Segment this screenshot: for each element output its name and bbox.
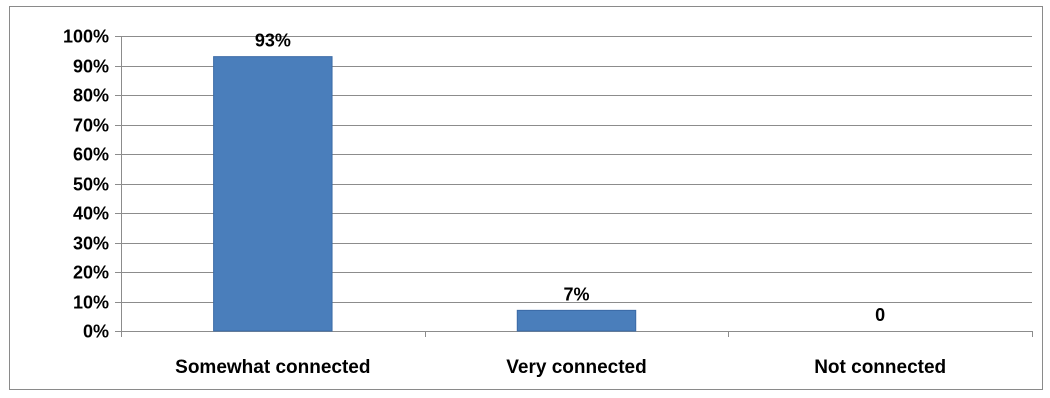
- data-label: 0: [875, 305, 885, 325]
- y-tick-label: 90%: [73, 57, 109, 77]
- y-tick-label: 30%: [73, 234, 109, 254]
- x-category-label: Very connected: [506, 357, 646, 378]
- y-tick-label: 40%: [73, 204, 109, 224]
- x-category-label: Not connected: [814, 357, 946, 378]
- y-tick-label: 80%: [73, 86, 109, 106]
- bar-somewhat-connected: [213, 56, 333, 332]
- data-label: 93%: [255, 31, 291, 51]
- x-category-label: Somewhat connected: [175, 357, 370, 378]
- y-tick-label: 50%: [73, 175, 109, 195]
- y-tick-label: 70%: [73, 116, 109, 136]
- y-tick-label: 100%: [63, 27, 109, 47]
- data-label: 7%: [563, 284, 589, 304]
- y-tick-label: 20%: [73, 263, 109, 283]
- y-tick-label: 60%: [73, 145, 109, 165]
- y-tick-label: 10%: [73, 293, 109, 313]
- y-tick-label: 0%: [83, 322, 109, 342]
- bar-very-connected: [516, 309, 637, 332]
